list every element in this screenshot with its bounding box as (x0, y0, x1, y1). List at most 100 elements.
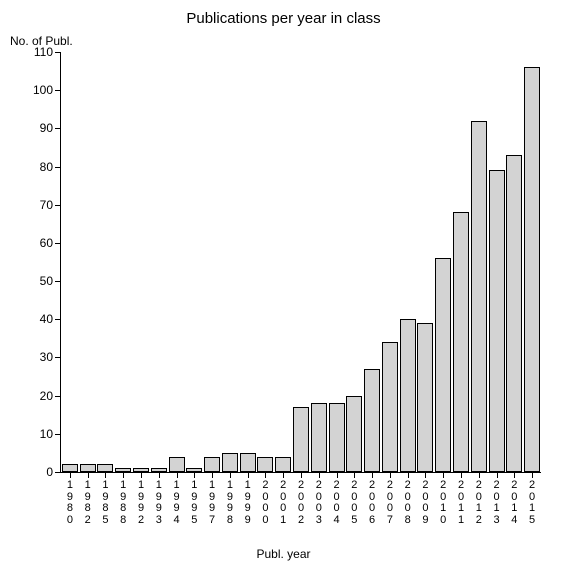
x-tick (354, 472, 355, 478)
x-tick (532, 472, 533, 478)
y-tick (55, 319, 61, 320)
y-tick-label: 90 (40, 121, 53, 135)
x-tick-label: 1999 (243, 480, 253, 526)
x-tick (443, 472, 444, 478)
bar (489, 170, 505, 472)
x-tick (212, 472, 213, 478)
x-tick-label: 2011 (456, 480, 466, 526)
y-tick (55, 52, 61, 53)
bar (471, 121, 487, 472)
bar (506, 155, 522, 472)
y-tick-label: 80 (40, 160, 53, 174)
x-tick-label: 2007 (385, 480, 395, 526)
y-tick-label: 60 (40, 236, 53, 250)
chart-title: Publications per year in class (0, 10, 567, 27)
y-tick-label: 50 (40, 274, 53, 288)
plot-area: 0102030405060708090100110198019821985198… (60, 52, 541, 473)
x-tick-label: 2001 (278, 480, 288, 526)
x-tick-label: 2008 (403, 480, 413, 526)
y-tick-label: 40 (40, 312, 53, 326)
x-tick-label: 1998 (225, 480, 235, 526)
bar (346, 396, 362, 472)
x-tick (70, 472, 71, 478)
bar (435, 258, 451, 472)
bar (275, 457, 291, 472)
y-tick-label: 30 (40, 350, 53, 364)
bar (257, 457, 273, 472)
y-tick (55, 243, 61, 244)
bar (293, 407, 309, 472)
bar (62, 464, 78, 472)
bar (97, 464, 113, 472)
x-tick (425, 472, 426, 478)
x-tick-label: 1997 (207, 480, 217, 526)
x-tick (230, 472, 231, 478)
chart-container: Publications per year in class No. of Pu… (0, 0, 567, 567)
x-tick-label: 2009 (420, 480, 430, 526)
x-tick-label: 2004 (332, 480, 342, 526)
x-tick (88, 472, 89, 478)
x-tick (194, 472, 195, 478)
x-tick-label: 2005 (349, 480, 359, 526)
x-tick (123, 472, 124, 478)
bar (329, 403, 345, 472)
x-tick-label: 2013 (492, 480, 502, 526)
y-tick (55, 128, 61, 129)
x-tick (461, 472, 462, 478)
y-tick-label: 100 (33, 83, 53, 97)
x-tick-label: 1992 (136, 480, 146, 526)
y-tick-label: 110 (34, 45, 53, 59)
bar (169, 457, 185, 472)
y-tick (55, 357, 61, 358)
x-tick (177, 472, 178, 478)
x-tick (408, 472, 409, 478)
y-tick (55, 205, 61, 206)
x-tick (301, 472, 302, 478)
y-tick (55, 396, 61, 397)
bar (204, 457, 220, 472)
x-tick-label: 1985 (100, 480, 110, 526)
x-tick-label: 1980 (65, 480, 75, 526)
x-tick-label: 1988 (118, 480, 128, 526)
bar (453, 212, 469, 472)
y-tick-label: 0 (46, 465, 53, 479)
x-tick (479, 472, 480, 478)
y-tick-label: 10 (40, 427, 53, 441)
x-tick (390, 472, 391, 478)
bar (382, 342, 398, 472)
y-tick (55, 167, 61, 168)
bar (364, 369, 380, 472)
y-tick (55, 472, 61, 473)
x-tick-label: 2002 (296, 480, 306, 526)
x-tick (372, 472, 373, 478)
x-tick (497, 472, 498, 478)
y-tick (55, 434, 61, 435)
x-tick-label: 2003 (314, 480, 324, 526)
x-tick (265, 472, 266, 478)
x-tick-label: 2000 (260, 480, 270, 526)
x-tick-label: 1982 (83, 480, 93, 526)
x-tick (319, 472, 320, 478)
x-tick-label: 2010 (438, 480, 448, 526)
bar (311, 403, 327, 472)
y-tick-label: 70 (40, 198, 53, 212)
x-tick (337, 472, 338, 478)
x-tick-label: 1994 (172, 480, 182, 526)
y-tick (55, 281, 61, 282)
bar (80, 464, 96, 472)
x-tick (248, 472, 249, 478)
bar (240, 453, 256, 472)
y-tick (55, 90, 61, 91)
bar (524, 67, 540, 472)
y-tick-label: 20 (40, 389, 53, 403)
x-tick-label: 2012 (474, 480, 484, 526)
x-tick (159, 472, 160, 478)
x-tick (141, 472, 142, 478)
x-tick-label: 1993 (154, 480, 164, 526)
x-tick (283, 472, 284, 478)
x-tick (514, 472, 515, 478)
x-tick-label: 2015 (527, 480, 537, 526)
bar (400, 319, 416, 472)
x-tick (105, 472, 106, 478)
x-tick-label: 2006 (367, 480, 377, 526)
